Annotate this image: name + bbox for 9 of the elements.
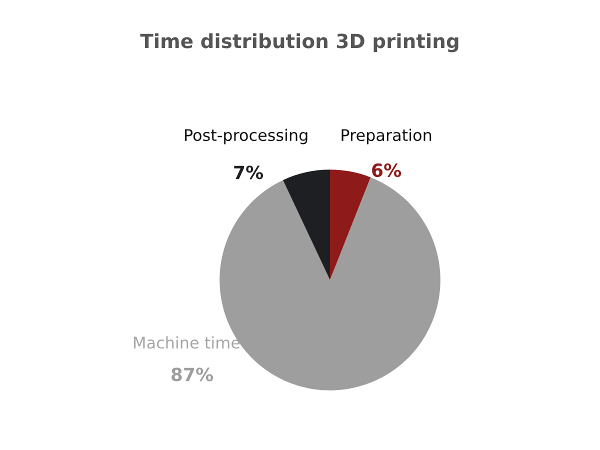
pie-slice bbox=[330, 170, 371, 280]
pie-slice bbox=[282, 170, 330, 280]
slice-label: Machine time bbox=[134, 336, 240, 349]
data-label: 87% bbox=[171, 368, 214, 382]
slice-label: Post-processing bbox=[185, 128, 308, 144]
chart-title: Time distribution 3D printing bbox=[140, 33, 458, 52]
data-label: 7% bbox=[234, 166, 264, 180]
data-label: 6% bbox=[372, 163, 402, 178]
slice-label: Preparation bbox=[342, 128, 432, 144]
